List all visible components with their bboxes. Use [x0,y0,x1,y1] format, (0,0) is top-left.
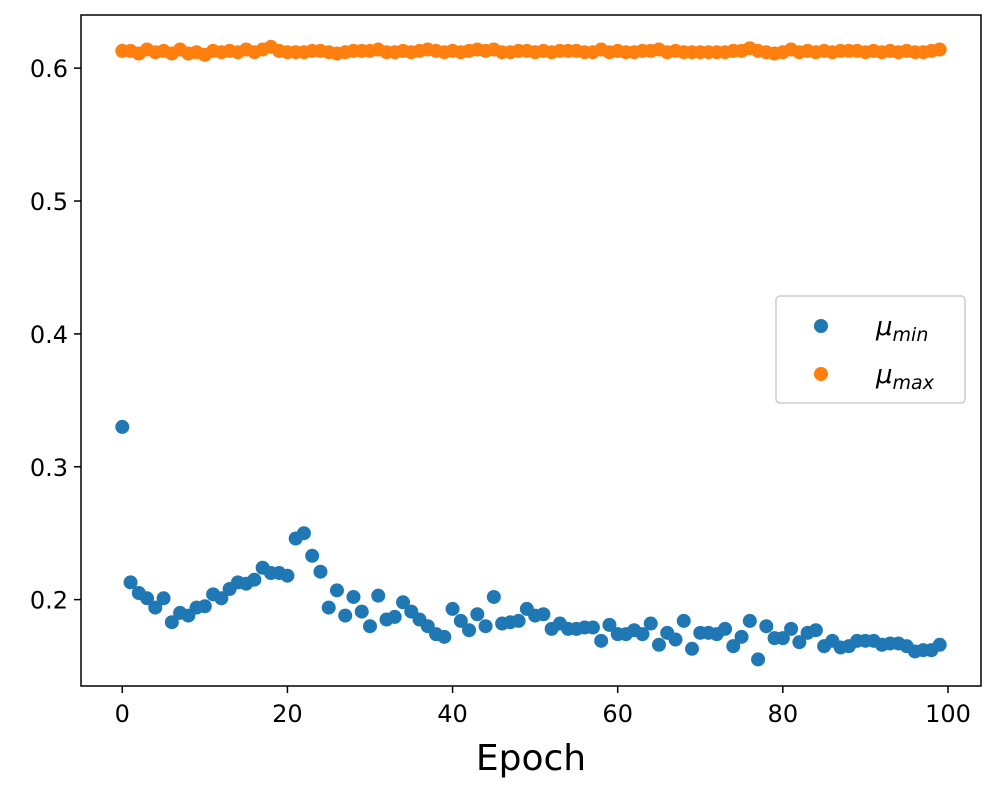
point-min-78 [759,619,774,634]
point-min-48 [511,613,526,628]
point-max-99 [932,42,947,57]
series-min [115,419,947,667]
series-max [115,39,947,62]
legend-marker-min [814,319,828,333]
point-min-73 [718,621,733,636]
plot-frame [80,14,982,687]
point-min-3 [140,591,155,606]
point-min-76 [742,613,757,628]
y-axis-ticks: 0.2 0.3 0.4 0.5 0.6 [30,55,81,615]
point-min-74 [726,639,741,654]
x-tick-label-60: 60 [602,700,633,728]
x-axis-label: Epoch [476,738,586,779]
point-min-63 [635,627,650,642]
point-min-31 [371,588,386,603]
point-min-26 [329,583,344,598]
point-min-29 [354,604,369,619]
legend-symbol: μ [875,312,893,342]
point-min-39 [437,629,452,644]
point-min-57 [585,620,600,635]
point-min-33 [387,609,402,624]
point-min-64 [643,616,658,631]
point-min-22 [296,526,311,541]
data-points [115,39,947,667]
point-min-51 [536,607,551,622]
point-min-77 [751,652,766,667]
point-min-0 [115,419,130,434]
point-min-1 [123,575,138,590]
legend-marker-max [814,367,828,381]
y-tick-label-0.4: 0.4 [30,321,68,349]
point-min-43 [470,607,485,622]
point-min-23 [305,548,320,563]
point-min-42 [462,623,477,638]
legend-label-max: μmax [875,360,935,394]
x-tick-label-40: 40 [437,700,468,728]
point-min-4 [148,600,163,615]
point-min-84 [808,623,823,638]
point-min-67 [668,632,683,647]
point-min-69 [685,641,700,656]
point-min-81 [784,621,799,636]
point-min-12 [214,591,229,606]
x-tick-label-20: 20 [272,700,303,728]
legend-box [775,295,966,404]
point-min-41 [453,613,468,628]
point-min-45 [486,589,501,604]
point-min-82 [792,635,807,650]
point-min-5 [156,591,171,606]
point-min-68 [676,613,691,628]
point-min-30 [362,619,377,634]
point-min-65 [651,637,666,652]
point-min-99 [932,637,947,652]
point-min-40 [445,601,460,616]
x-tick-label-80: 80 [768,700,799,728]
x-axis-ticks: 0 20 40 60 80 100 [115,686,971,728]
point-min-6 [164,615,179,630]
point-min-25 [321,600,336,615]
legend-subscript: max [893,372,935,394]
y-tick-label-0.6: 0.6 [30,55,68,83]
legend-subscript: min [893,324,929,346]
y-tick-label-0.5: 0.5 [30,188,68,216]
point-min-58 [594,633,609,648]
y-tick-label-0.2: 0.2 [30,587,68,615]
point-min-28 [346,589,361,604]
point-min-80 [775,631,790,646]
point-min-20 [280,568,295,583]
point-min-75 [734,629,749,644]
point-min-59 [602,617,617,632]
point-min-27 [338,608,353,623]
point-min-16 [247,572,262,587]
x-tick-label-0: 0 [115,700,130,728]
point-min-34 [396,595,411,610]
y-tick-label-0.3: 0.3 [30,454,68,482]
x-tick-label-100: 100 [925,700,971,728]
point-min-44 [478,619,493,634]
legend-symbol: μ [875,360,893,390]
legend-label-min: μmin [875,312,928,346]
point-min-24 [313,564,328,579]
point-min-10 [197,599,212,614]
